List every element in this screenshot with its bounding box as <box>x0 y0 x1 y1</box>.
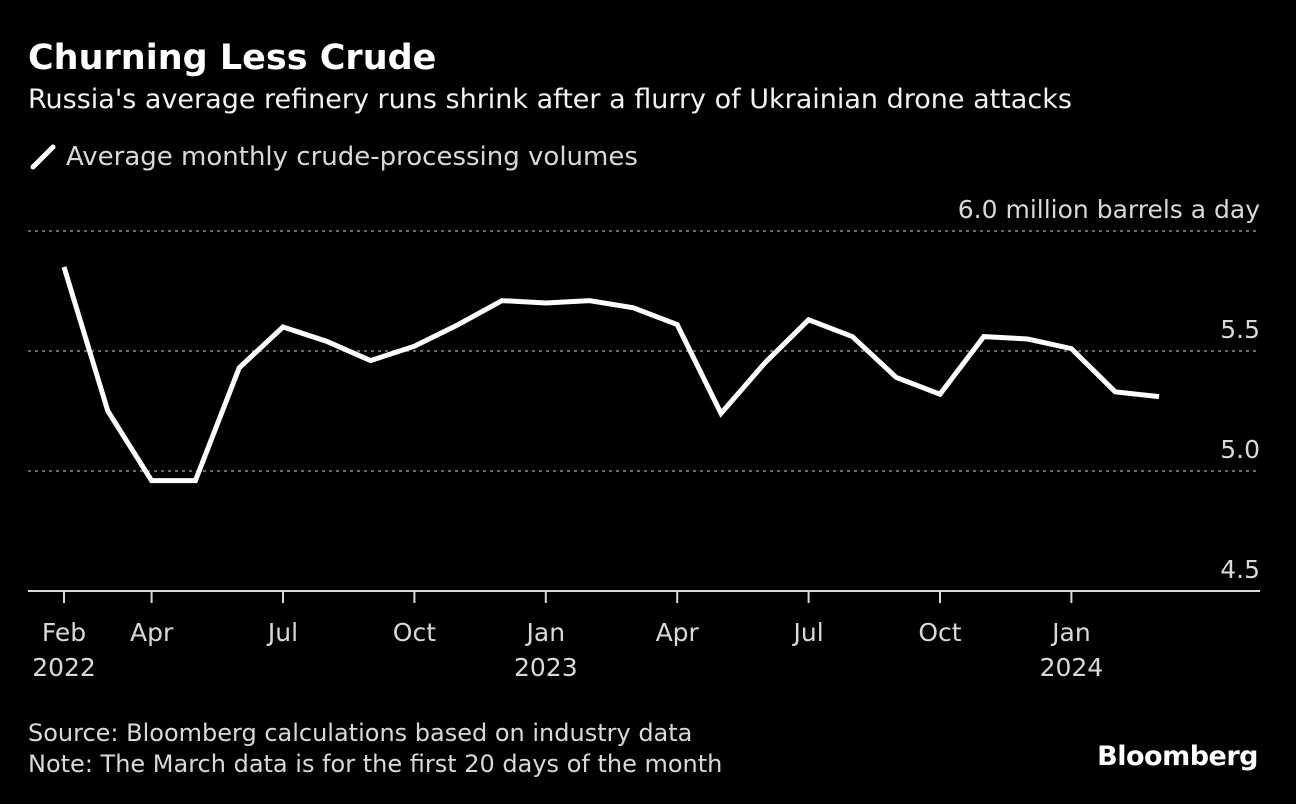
y-tick-label-5: 5.0 <box>1220 435 1260 464</box>
x-tick-label-17-0: Jul <box>792 618 824 647</box>
x-tick-label-2-0: Apr <box>130 618 174 647</box>
y-tick-label-4.5: 4.5 <box>1220 555 1260 584</box>
y-tick-label-6: 6.0 million barrels a day <box>958 195 1260 224</box>
chart-title: Churning Less Crude <box>28 38 437 78</box>
x-tick-label-11-1: 2023 <box>514 653 578 682</box>
series-line-0 <box>61 266 1160 484</box>
legend: Average monthly crude-processing volumes <box>28 142 638 172</box>
legend-label: Average monthly crude-processing volumes <box>66 142 638 172</box>
x-tick-label-0-0: Feb <box>42 618 86 647</box>
x-tick-label-0-1: 2022 <box>32 653 96 682</box>
data-note: Note: The March data is for the first 20… <box>28 750 723 778</box>
x-tick-label-11-0: Jan <box>525 618 566 647</box>
x-tick-label-8-0: Oct <box>393 618 436 647</box>
x-tick-label-20-0: Oct <box>918 618 961 647</box>
chart-subtitle: Russia's average refinery runs shrink af… <box>28 84 1072 115</box>
x-tick-label-23-1: 2024 <box>1040 653 1104 682</box>
bloomberg-logo: Bloomberg <box>1097 741 1258 772</box>
source-note: Source: Bloomberg calculations based on … <box>28 719 693 747</box>
x-tick-label-23-0: Jan <box>1050 618 1091 647</box>
x-tick-label-5-0: Jul <box>266 618 298 647</box>
y-tick-label-5.5: 5.5 <box>1220 315 1260 344</box>
footer: Source: Bloomberg calculations based on … <box>28 718 722 780</box>
x-tick-label-14-0: Apr <box>656 618 700 647</box>
line-swatch-icon <box>30 144 56 170</box>
